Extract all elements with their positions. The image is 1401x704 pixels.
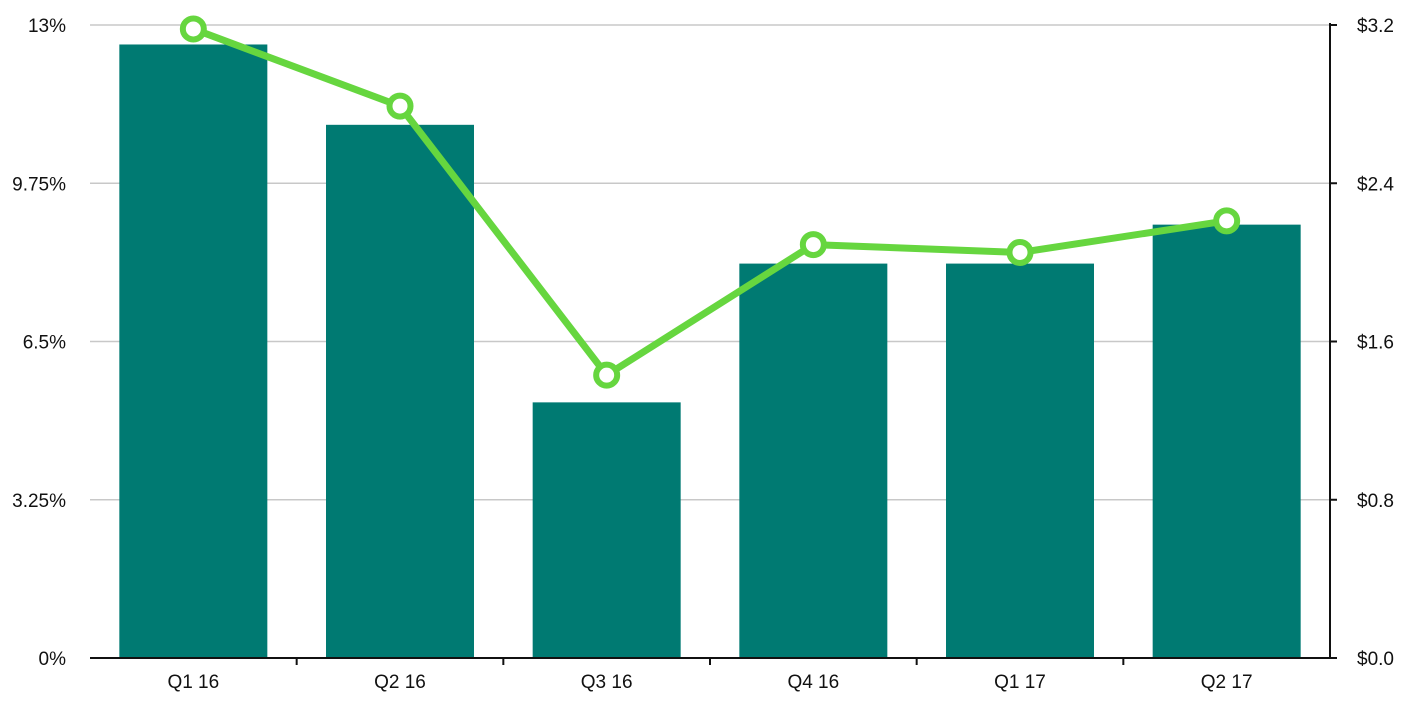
bar [1152, 224, 1301, 658]
line-point [799, 231, 827, 259]
y-tick-label: 6.5% [23, 333, 66, 354]
bar [119, 44, 268, 658]
y-tick-label: 3.25% [12, 491, 66, 512]
bar [739, 263, 888, 658]
bar-series [119, 44, 1301, 659]
y2-tick-label: $0.8 [1357, 491, 1394, 512]
line-point [1213, 207, 1241, 235]
x-tick-label: Q2 16 [374, 672, 426, 693]
x-tick-label: Q1 17 [994, 672, 1046, 693]
y-tick-label: 9.75% [12, 174, 66, 195]
y2-tick-label: $1.6 [1357, 333, 1394, 354]
gridlines [90, 24, 1330, 501]
y2-tick-label: $2.4 [1357, 174, 1394, 195]
x-tick-label: Q3 16 [581, 672, 633, 693]
x-tick-label: Q2 17 [1201, 672, 1253, 693]
line-point [386, 92, 414, 120]
x-tick-label: Q1 16 [167, 672, 219, 693]
y2-tick-label: $3.2 [1357, 16, 1394, 37]
tick-labels: 0% 3.25% 6.5% 9.75% 13% $0.0 $0.8 $1.6 $2.4 $3.2 Q… [12, 16, 1394, 693]
y-tick-label: 13% [28, 16, 66, 37]
line-point [179, 15, 207, 43]
line-series-path [189, 25, 1231, 379]
bar [326, 124, 474, 659]
axes [90, 23, 1337, 665]
line-point [1006, 238, 1034, 266]
y-tick-label: 0% [39, 649, 67, 670]
line-point [593, 361, 621, 389]
bar [532, 402, 681, 658]
bar [946, 263, 1094, 658]
x-tick-label: Q4 16 [787, 672, 839, 693]
y2-tick-label: $0.0 [1357, 649, 1394, 670]
line-series [179, 15, 1241, 389]
